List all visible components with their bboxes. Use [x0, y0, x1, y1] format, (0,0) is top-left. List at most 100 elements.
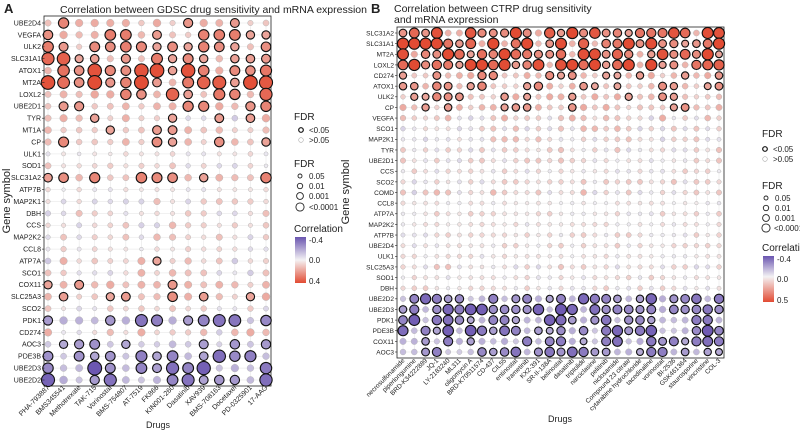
panel-b-gene-label-slc31a2: SLC31A2: [366, 30, 394, 37]
bubble-b-tyr-jq-1: [434, 147, 440, 153]
bubble-b-loxl2-brd-k70511574: [475, 58, 489, 72]
bubble-b-sco2-gsk461364: [682, 179, 688, 185]
bubble-b-pde3b-belinostat: [556, 326, 566, 336]
bubble-b-dbh-bi-2536: [671, 285, 677, 291]
bubble-b-atp7b-piperlongumine: [412, 232, 417, 238]
bubble-b-tyr-cd-437: [490, 147, 496, 153]
panel-a-gene-label-atox1: ATOX1: [19, 68, 41, 75]
bubble-b-atp7a-sr-ii-138a: [547, 211, 553, 217]
bubble-a-ube2d4-at-7519: [138, 19, 145, 27]
bubble-b-mt2a-brd-k34222889: [420, 49, 431, 60]
bubble-a-cp-bms-708163: [213, 136, 225, 148]
bubble-b-atp7a-necrosulfonamide: [400, 211, 406, 216]
bubble-b-sod1-ml311: [457, 275, 462, 280]
bubble-b-ccs-jq-1: [434, 168, 440, 174]
bubble-a-dbh-at-7519: [139, 210, 144, 216]
bubble-b-dbh-entinostat: [513, 286, 518, 291]
bubble-b-sco1-entinostat: [512, 125, 519, 132]
bubble-a-cd274-pha-793887: [43, 328, 53, 337]
bubble-b-loxl2-cytarabine-hydrochloride: [636, 61, 644, 69]
bubble-b-atp7a-vorinostat: [659, 211, 666, 217]
bubble-b-aoc3-col-3: [714, 347, 724, 357]
bubble-b-slc31a2-triptolide: [578, 28, 589, 38]
bubble-b-ccs-trametinib: [524, 168, 530, 174]
bubble-a-ube2d4-bms-754807: [121, 18, 130, 28]
bubble-b-loxl2-col-3: [713, 59, 725, 71]
panel-a-legend-fdr-nonsig-symbol: [298, 137, 304, 143]
bubble-b-ulk2-brd-k34222889: [421, 92, 430, 101]
bubble-a-atox1-xav939: [197, 64, 210, 77]
bubble-b-aoc3-belinostat: [556, 347, 566, 357]
bubble-b-atox1-cil55: [501, 83, 508, 89]
bubble-b-tyr-ly-2183240: [445, 147, 451, 153]
bubble-b-comd-ly-2183240: [445, 189, 452, 196]
bubble-b-ulk1-trametinib: [524, 253, 530, 259]
bubble-a-map2k2-xav939: [201, 234, 207, 240]
bubble-b-dbh-necrosulfonamide: [400, 285, 406, 291]
bubble-b-aoc3-tacedinaline: [646, 346, 657, 358]
bubble-b-ulk2-oligomycin-a: [467, 93, 474, 100]
bubble-b-slc25a3-vincristine: [705, 264, 711, 270]
bubble-b-atox1-niclosamide: [613, 82, 622, 91]
bubble-a-mt1a-pha-793887: [44, 126, 52, 134]
panel-a-gene-label-ube2d3: UBE2D3: [14, 366, 41, 373]
bubble-b-sco2-tacedinaline: [648, 179, 654, 185]
bubble-b-comd-bi-2536: [671, 190, 677, 195]
bubble-b-map2k1-ly-2183240: [445, 136, 451, 142]
bubble-a-tyr-bms-754807: [121, 114, 130, 123]
bubble-b-slc25a3-triptolide: [580, 264, 587, 270]
bubble-b-ulk1-jq-1: [434, 254, 440, 259]
bubble-b-vegfa-ly-2183240: [444, 114, 452, 122]
bubble-b-ube2d3-kx2-391: [532, 303, 545, 316]
bubble-a-atox1-fk866: [149, 63, 165, 78]
bubble-b-ube2d2-vorinostat: [658, 295, 667, 303]
bubble-b-cox11-gsk461364: [681, 337, 690, 346]
bubble-a-sco2-bms-754807: [123, 305, 129, 312]
bubble-b-map2k1-cil55: [501, 136, 508, 143]
bubble-b-slc31a2-belinostat: [556, 28, 566, 38]
bubble-a-ube2d2-pha-793887: [40, 372, 56, 388]
bubble-b-loxl2-triptolide: [578, 59, 589, 71]
bubble-b-pdk1-cd-437: [488, 315, 499, 326]
bubble-a-ube2d4-dasatinib: [183, 17, 194, 29]
bubble-b-ccs-ly-2183240: [445, 168, 451, 174]
bubble-b-sco2-niclosamide: [614, 179, 621, 185]
bubble-a-ube2d4-bms-708163: [215, 19, 224, 27]
bubble-a-atox1-dasatinib: [180, 63, 196, 78]
bubble-b-mt2a-cytarabine-hydrochloride: [636, 50, 644, 58]
bubble-b-map2k2-tacedinaline: [649, 222, 654, 227]
bubble-b-cp-compound-23-citrate: [626, 104, 632, 110]
bubble-a-vegfa-at-7519: [137, 31, 146, 39]
bubble-a-pdk1-vorinostat: [105, 315, 116, 326]
bubble-a-mt2a-methotrexate: [73, 77, 85, 88]
bubble-a-atox1-bms-708163: [215, 66, 224, 75]
bubble-a-atp7b-pd-0325901: [248, 187, 253, 192]
bubble-a-tyr-methotrexate: [75, 114, 83, 122]
bubble-b-ube2d4-vorinostat: [660, 243, 665, 248]
panel-b-legend-fdr-nonsig-label: >0.05: [773, 155, 794, 164]
bubble-b-ccl8-trametinib: [525, 201, 530, 206]
bubble-a-ulk2-17-aag: [260, 41, 272, 53]
bubble-a-pdk1-pd-0325901: [246, 316, 254, 325]
bubble-b-loxl2-cil55: [498, 58, 511, 72]
bubble-a-tyr-dasatinib: [185, 115, 191, 121]
bubble-b-ulk2-compound-23-citrate: [624, 92, 633, 101]
bubble-a-slc31a1-fk866: [151, 52, 163, 65]
panel-b-gene-label-loxl2: LOXL2: [374, 62, 395, 69]
bubble-b-ccs-staurosporine: [693, 168, 699, 174]
bubble-a-ube2d2-vorinostat: [103, 373, 117, 387]
bubble-b-atox1-staurosporine: [693, 83, 700, 89]
bubble-a-vegfa-bms345541: [59, 30, 68, 40]
bubble-a-dbh-fk866: [154, 210, 160, 217]
panel-b-legend-color-tick-max: 0.5: [777, 296, 789, 305]
bubble-a-slc31a2-docetaxel: [231, 174, 239, 182]
bubble-b-map2k2-piperlongumine: [412, 222, 417, 227]
panel-a-bubbles: [40, 17, 274, 388]
bubble-b-sco2-cil55: [501, 179, 508, 185]
bubble-a-atp7a-dasatinib: [184, 257, 192, 265]
panel-a-y-axis-label: Gene symbol: [1, 169, 13, 234]
bubble-b-slc31a2-gsk461364: [679, 27, 691, 39]
bubble-b-cox11-vorinostat: [658, 336, 668, 346]
bubble-b-loxl2-bi-2536: [669, 60, 679, 70]
bubble-b-sod1-dasatinib: [570, 275, 575, 280]
